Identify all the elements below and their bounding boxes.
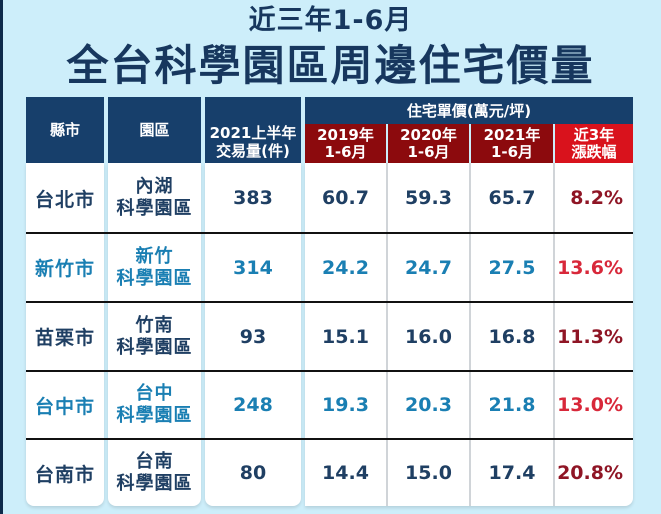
row-separator [26,232,633,234]
table-row-1-p2020: 59.3 [405,187,452,209]
header-2020-line2: 1-6月 [407,142,450,161]
park-line1: 台南 [135,451,174,472]
header-2021-line2: 1-6月 [490,142,534,161]
table-row-5-p2021: 17.4 [488,462,536,484]
header-park: 園區 [108,97,201,163]
table-row-2-volume: 314 [233,256,273,279]
table-row-5-change: 20.8% [557,462,623,484]
table-row-1-change: 8.2% [570,187,623,209]
table-row-1-volume: 383 [233,187,273,209]
header-volume-line2: 交易量(件) [216,142,290,160]
header-2021: 2021年 1-6月 [471,124,553,163]
table-row-4-p2021: 21.8 [488,394,536,416]
table-row-3-change: 11.3% [557,325,623,348]
header-2019-line2: 1-6月 [324,142,367,161]
table-row-2-city: 新竹市 [34,258,95,280]
table-row-3-volume: 93 [239,325,267,348]
table-row-3-p2021: 16.8 [488,325,536,348]
table-row-1-p2021: 65.7 [488,187,536,209]
table-row-3-p2019: 15.1 [322,325,369,348]
volume-column-bg [205,163,301,506]
park-line2: 科學園區 [116,267,193,289]
price-divider-2 [469,163,471,506]
table-row-4-park: 台中 科學園區 [108,372,201,438]
park-line1: 新竹 [135,245,174,267]
table-row-2-p2021: 27.5 [488,256,536,279]
header-city: 縣市 [26,97,104,163]
park-line2: 科學園區 [116,198,193,219]
row-separator [26,438,633,440]
price-divider-3 [553,163,555,506]
park-column-bg [108,163,201,506]
subtitle: 近三年1-6月 [248,5,413,36]
page-title: 全台科學園區周邊住宅價量 [66,41,595,90]
header-2019-line1: 2019年 [317,125,374,144]
table-row-5-park: 台南 科學園區 [108,440,201,506]
header-price-group: 住宅單價(萬元/坪) [305,97,633,124]
header-2019: 2019年 1-6月 [305,124,386,163]
table-row-5-city: 台南市 [34,463,95,486]
header-2020-line1: 2020年 [400,125,457,144]
park-line2: 科學園區 [116,336,193,358]
table-row-2-change: 13.6% [557,256,623,279]
table-row-1-city: 台北市 [34,188,95,211]
park-line1: 竹南 [135,314,174,336]
table-row-2-p2019: 24.2 [322,256,369,279]
table-row-2-park: 新竹 科學園區 [108,234,201,301]
row-separator [26,370,633,372]
header-2021-line1: 2021年 [483,125,541,144]
price-divider-1 [386,163,388,506]
table-row-3-park: 竹南 科學園區 [108,303,201,370]
header-price-group-label: 住宅單價(萬元/坪) [406,101,532,120]
table-row-4-change: 13.0% [557,394,623,416]
park-line2: 科學園區 [116,473,193,494]
header-change: 近3年 漲跌幅 [555,124,633,163]
header-change-line2: 漲跌幅 [571,142,617,161]
table-row-1-park: 內湖 科學園區 [108,163,201,233]
table-row-5-p2019: 14.4 [322,462,369,484]
city-column-bg [26,163,104,506]
park-line2: 科學園區 [116,405,193,426]
header-city-label: 縣市 [49,121,80,139]
table-row-5-p2020: 15.0 [405,462,452,484]
table-row-2-p2020: 24.7 [405,256,452,279]
row-separator [26,301,633,303]
table-row-3-city: 苗栗市 [34,327,95,349]
park-line1: 台中 [135,383,174,404]
header-2020: 2020年 1-6月 [388,124,469,163]
park-line1: 內湖 [135,176,174,197]
header-park-label: 園區 [139,121,170,139]
left-border [0,0,3,514]
table-row-4-city: 台中市 [34,395,95,418]
table-row-3-p2020: 16.0 [405,325,452,348]
table-row-5-volume: 80 [239,462,267,484]
table-row-4-p2019: 19.3 [322,394,369,416]
header-change-line1: 近3年 [573,125,615,144]
table-row-4-p2020: 20.3 [405,394,452,416]
header-volume-line1: 2021上半年 [209,124,297,142]
header-volume: 2021上半年 交易量(件) [205,97,301,163]
table-row-1-p2019: 60.7 [322,187,369,209]
table-row-4-volume: 248 [233,394,273,416]
